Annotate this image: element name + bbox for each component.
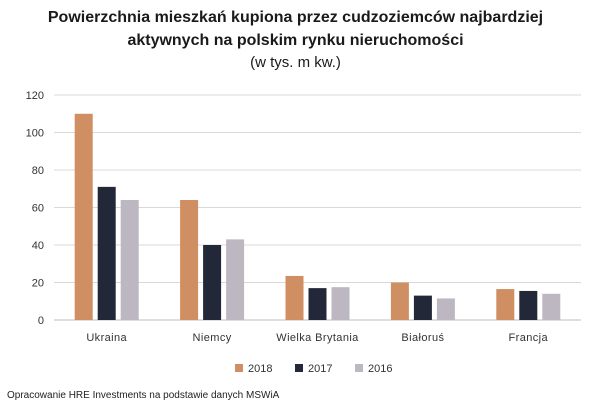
bar-2018-1 bbox=[180, 200, 199, 320]
x-tick-label: Białoruś bbox=[401, 332, 444, 344]
y-tick-label: 20 bbox=[32, 278, 44, 290]
bar-2018-0 bbox=[74, 113, 93, 320]
bar-2016-3 bbox=[436, 298, 455, 320]
y-tick-label: 40 bbox=[32, 240, 44, 252]
bar-chart: 0 20 40 60 80 100 120 Ukraina Niemcy Wielka Bryta… bbox=[26, 90, 581, 375]
y-tick-label: 120 bbox=[26, 90, 44, 102]
legend-swatch-2018 bbox=[235, 364, 243, 372]
chart-title-line-1: Powierzchnia mieszkań kupiona przez cudz… bbox=[47, 9, 544, 26]
bar-2018-2 bbox=[285, 275, 304, 320]
legend-swatch-2017 bbox=[295, 364, 303, 372]
legend-label-2016: 2016 bbox=[368, 363, 392, 375]
bar-2017-0 bbox=[97, 186, 116, 320]
chart-subtitle: (w tys. m kw.) bbox=[250, 54, 341, 71]
y-tick-label: 0 bbox=[38, 315, 44, 327]
bar-2016-2 bbox=[331, 287, 350, 320]
y-tick-label: 100 bbox=[26, 128, 44, 140]
bar-2017-4 bbox=[519, 290, 538, 320]
bar-2017-2 bbox=[308, 288, 327, 320]
source-note: Opracowanie HRE Investments na podstawie… bbox=[7, 390, 280, 401]
legend-swatch-2016 bbox=[355, 364, 363, 372]
x-tick-label: Francja bbox=[509, 332, 549, 344]
chart-title-line-2: aktywnych na polskim rynku nieruchomości bbox=[127, 32, 464, 49]
bar-2016-0 bbox=[120, 200, 139, 320]
legend-label-2018: 2018 bbox=[248, 363, 272, 375]
x-tick-label: Wielka Brytania bbox=[276, 332, 359, 344]
x-tick-label: Niemcy bbox=[193, 332, 232, 344]
bar-2016-4 bbox=[542, 293, 561, 320]
y-tick-label: 60 bbox=[32, 203, 44, 215]
bar-2017-1 bbox=[203, 245, 222, 320]
bar-2018-4 bbox=[496, 289, 515, 320]
y-tick-label: 80 bbox=[32, 165, 44, 177]
x-tick-label: Ukraina bbox=[86, 332, 127, 344]
bar-2017-3 bbox=[413, 295, 432, 320]
legend-label-2017: 2017 bbox=[308, 363, 332, 375]
bar-2016-1 bbox=[226, 239, 245, 320]
bar-2018-3 bbox=[390, 282, 409, 320]
